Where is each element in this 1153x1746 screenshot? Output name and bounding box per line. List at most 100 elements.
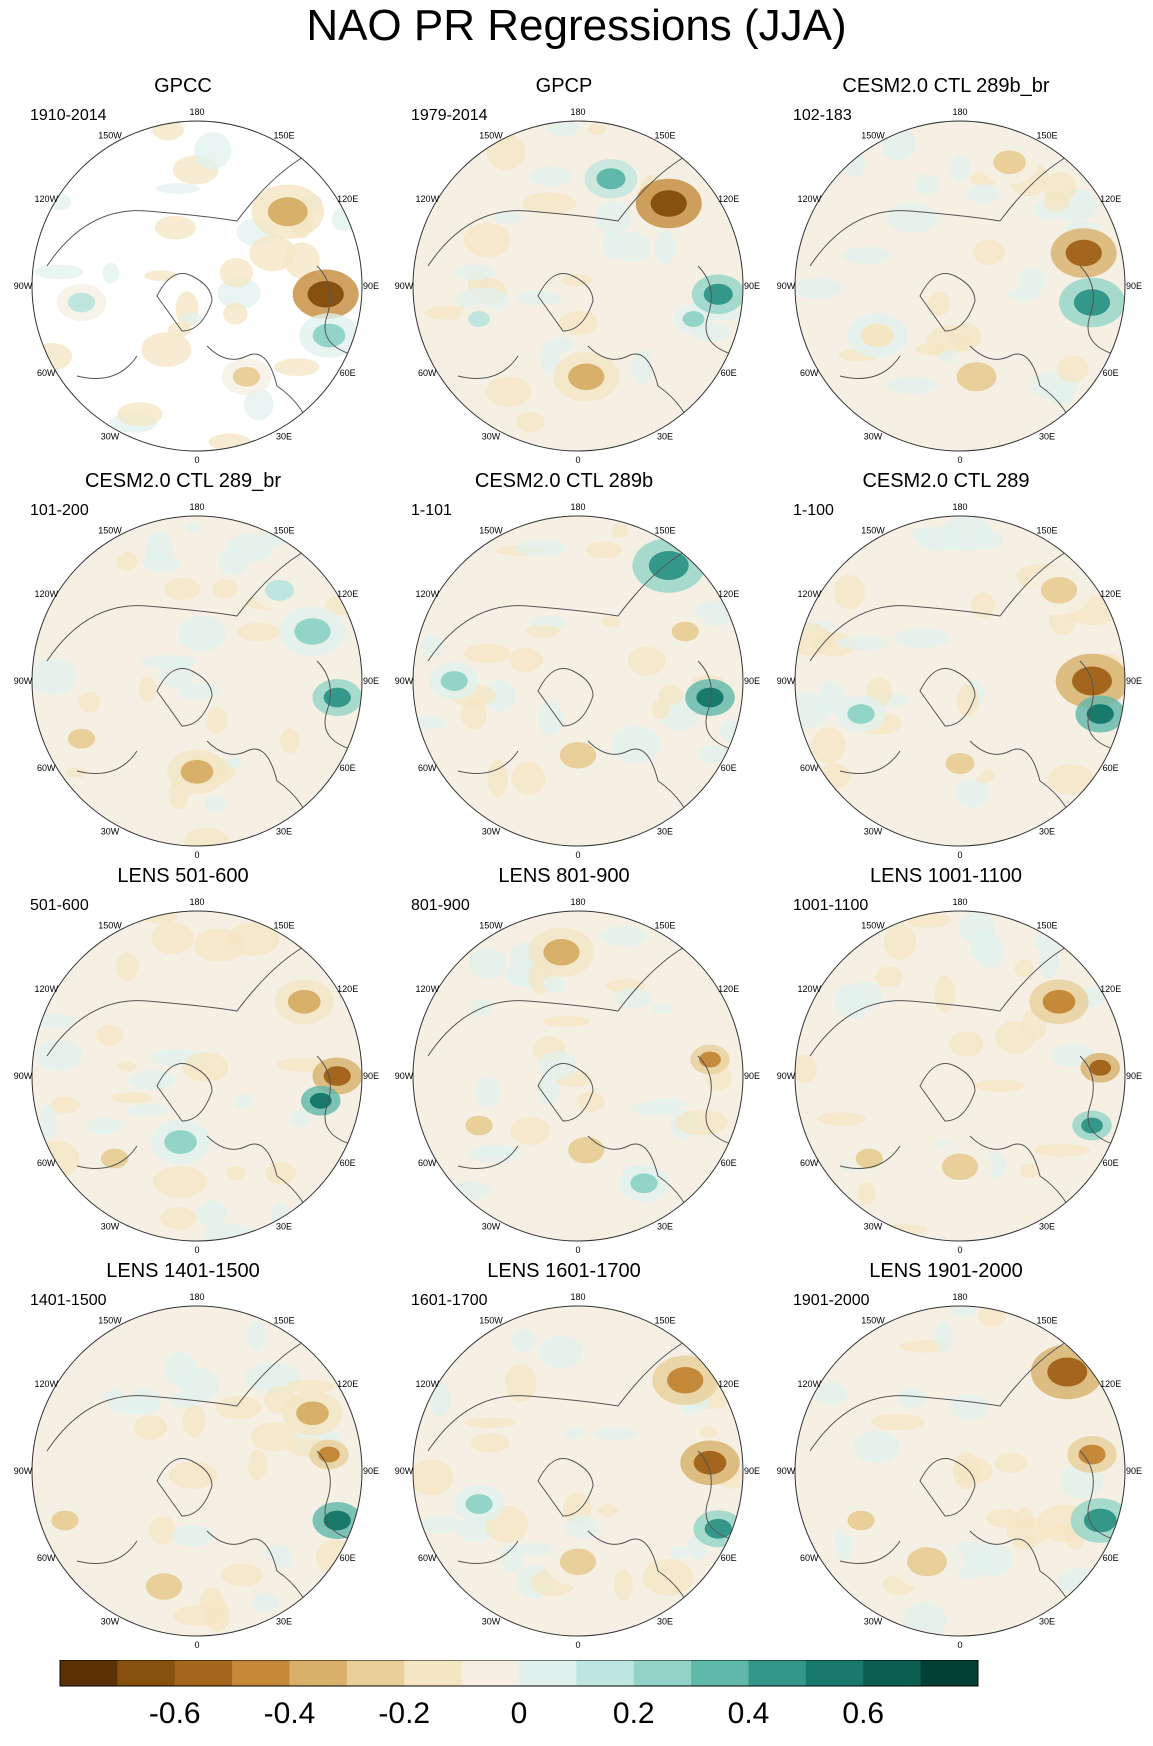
anomaly-patch [539, 1050, 578, 1080]
panel-title: CESM2.0 CTL 289b_br [842, 75, 1049, 97]
colorbar-swatch [920, 1660, 979, 1686]
anomaly-patch [934, 975, 955, 1013]
map-panel: CESM2.0 CTL 289b_br 102-183 180 150E 120E 90E… [771, 70, 1151, 466]
anomaly-patch [817, 680, 846, 716]
anomaly-core [1065, 239, 1102, 267]
anomaly-patch [233, 1094, 253, 1110]
anomaly-patch [220, 1563, 264, 1587]
longitude-label: 90W [14, 676, 33, 686]
colorbar-swatch [404, 1660, 463, 1686]
coastline [46, 925, 358, 1237]
anomaly-core [318, 1446, 340, 1463]
anomaly-core [568, 363, 605, 390]
longitude-label: 150W [98, 130, 122, 140]
anomaly-patch [193, 928, 247, 962]
anomaly-patch [969, 530, 1003, 550]
anomaly-patch [185, 521, 202, 533]
colorbar-swatch [519, 1660, 577, 1686]
map-panel-svg: CESM2.0 CTL 289b 1-101 180 150E 120E 90E 60E 30… [395, 470, 760, 860]
longitude-label: 30E [276, 1222, 292, 1232]
anomaly-patch [843, 150, 866, 178]
anomaly-patch [512, 1328, 536, 1353]
longitude-label: 90E [744, 281, 760, 291]
anomaly-core [630, 1173, 658, 1194]
anomaly-core [296, 1401, 329, 1426]
anomaly-core [294, 618, 331, 645]
coastline [427, 925, 739, 1237]
longitude-label: 30E [657, 827, 673, 837]
longitude-label: 30E [657, 1222, 673, 1232]
anomaly-patch [522, 192, 577, 215]
anomaly-core [267, 197, 308, 227]
anomaly-patch [886, 376, 938, 394]
anomaly-patch [985, 1508, 1021, 1528]
anomaly-patch [249, 235, 296, 272]
longitude-label: 150W [479, 130, 503, 140]
anomaly-core [703, 283, 733, 305]
anomaly-patch [526, 624, 561, 638]
longitude-label: 30W [864, 1222, 883, 1232]
anomaly-core [180, 759, 214, 784]
anomaly-patch [500, 1544, 525, 1573]
longitude-label: 60W [418, 763, 437, 773]
colorbar-swatch [346, 1660, 405, 1686]
anomaly-patch [950, 1394, 989, 1421]
anomaly-patch [631, 350, 653, 385]
anomaly-patch [897, 1387, 927, 1409]
panel-period: 102-183 [793, 107, 852, 124]
anomaly-patch [857, 1181, 876, 1205]
anomaly-patch [880, 125, 916, 161]
anomaly-patch [528, 166, 573, 187]
anomaly-patch [669, 1545, 688, 1560]
longitude-label: 120W [35, 589, 59, 599]
colorbar-tick-label: -0.4 [264, 1697, 316, 1730]
longitude-label: 120E [1100, 194, 1121, 204]
anomaly-patch [65, 767, 88, 778]
anomaly-patch [487, 759, 508, 798]
anomaly-patch [413, 716, 448, 730]
longitude-label: 150E [654, 525, 675, 535]
anomaly-patch [894, 628, 951, 649]
panel-title: LENS 1601-1700 [487, 1260, 640, 1282]
longitude-label: 120W [416, 194, 440, 204]
anomaly-patch [543, 976, 566, 993]
longitude-label: 60E [721, 763, 737, 773]
longitude-label: 120E [718, 1379, 739, 1389]
longitude-label: 60E [340, 368, 356, 378]
anomaly-patch [948, 323, 982, 351]
longitude-label: 90E [1126, 1466, 1142, 1476]
map-panel-svg: LENS 1901-2000 1901-2000 180 150E 120E 90E 60E… [777, 1260, 1142, 1650]
longitude-label: 60E [721, 1158, 737, 1168]
anomaly-patch [475, 1077, 500, 1107]
anomaly-patch [237, 622, 281, 642]
longitude-label: 150E [1036, 1315, 1057, 1325]
anomaly-core [232, 366, 261, 387]
map-boundary [412, 515, 744, 847]
anomaly-patch [976, 934, 1005, 969]
longitude-label: 180 [189, 1292, 204, 1302]
anomaly-patch [1047, 764, 1094, 795]
longitude-label: 60W [418, 1553, 437, 1563]
map-boundary [794, 120, 1126, 452]
anomaly-patch [954, 1457, 993, 1485]
longitude-label: 30W [482, 432, 501, 442]
anomaly-patch [646, 1098, 688, 1110]
anomaly-patch [505, 1363, 537, 1402]
longitude-label: 60E [1103, 1158, 1119, 1168]
anomaly-patch [883, 924, 916, 960]
panel-period: 1901-2000 [793, 1292, 870, 1309]
anomaly-core [543, 939, 580, 966]
anomaly-core [264, 579, 295, 601]
anomaly-patch [1020, 1163, 1040, 1179]
panel-title: LENS 501-600 [117, 865, 248, 887]
anomaly-patch [1012, 1535, 1038, 1550]
longitude-label: 60E [721, 1553, 737, 1563]
longitude-label: 60W [418, 1158, 437, 1168]
anomaly-patch [914, 174, 941, 195]
anomaly-core [465, 1494, 493, 1514]
anomaly-patch [289, 1109, 310, 1127]
anomaly-patch [215, 1395, 262, 1420]
anomaly-patch [833, 574, 866, 610]
longitude-label: 60E [1103, 368, 1119, 378]
longitude-label: 60W [37, 763, 56, 773]
